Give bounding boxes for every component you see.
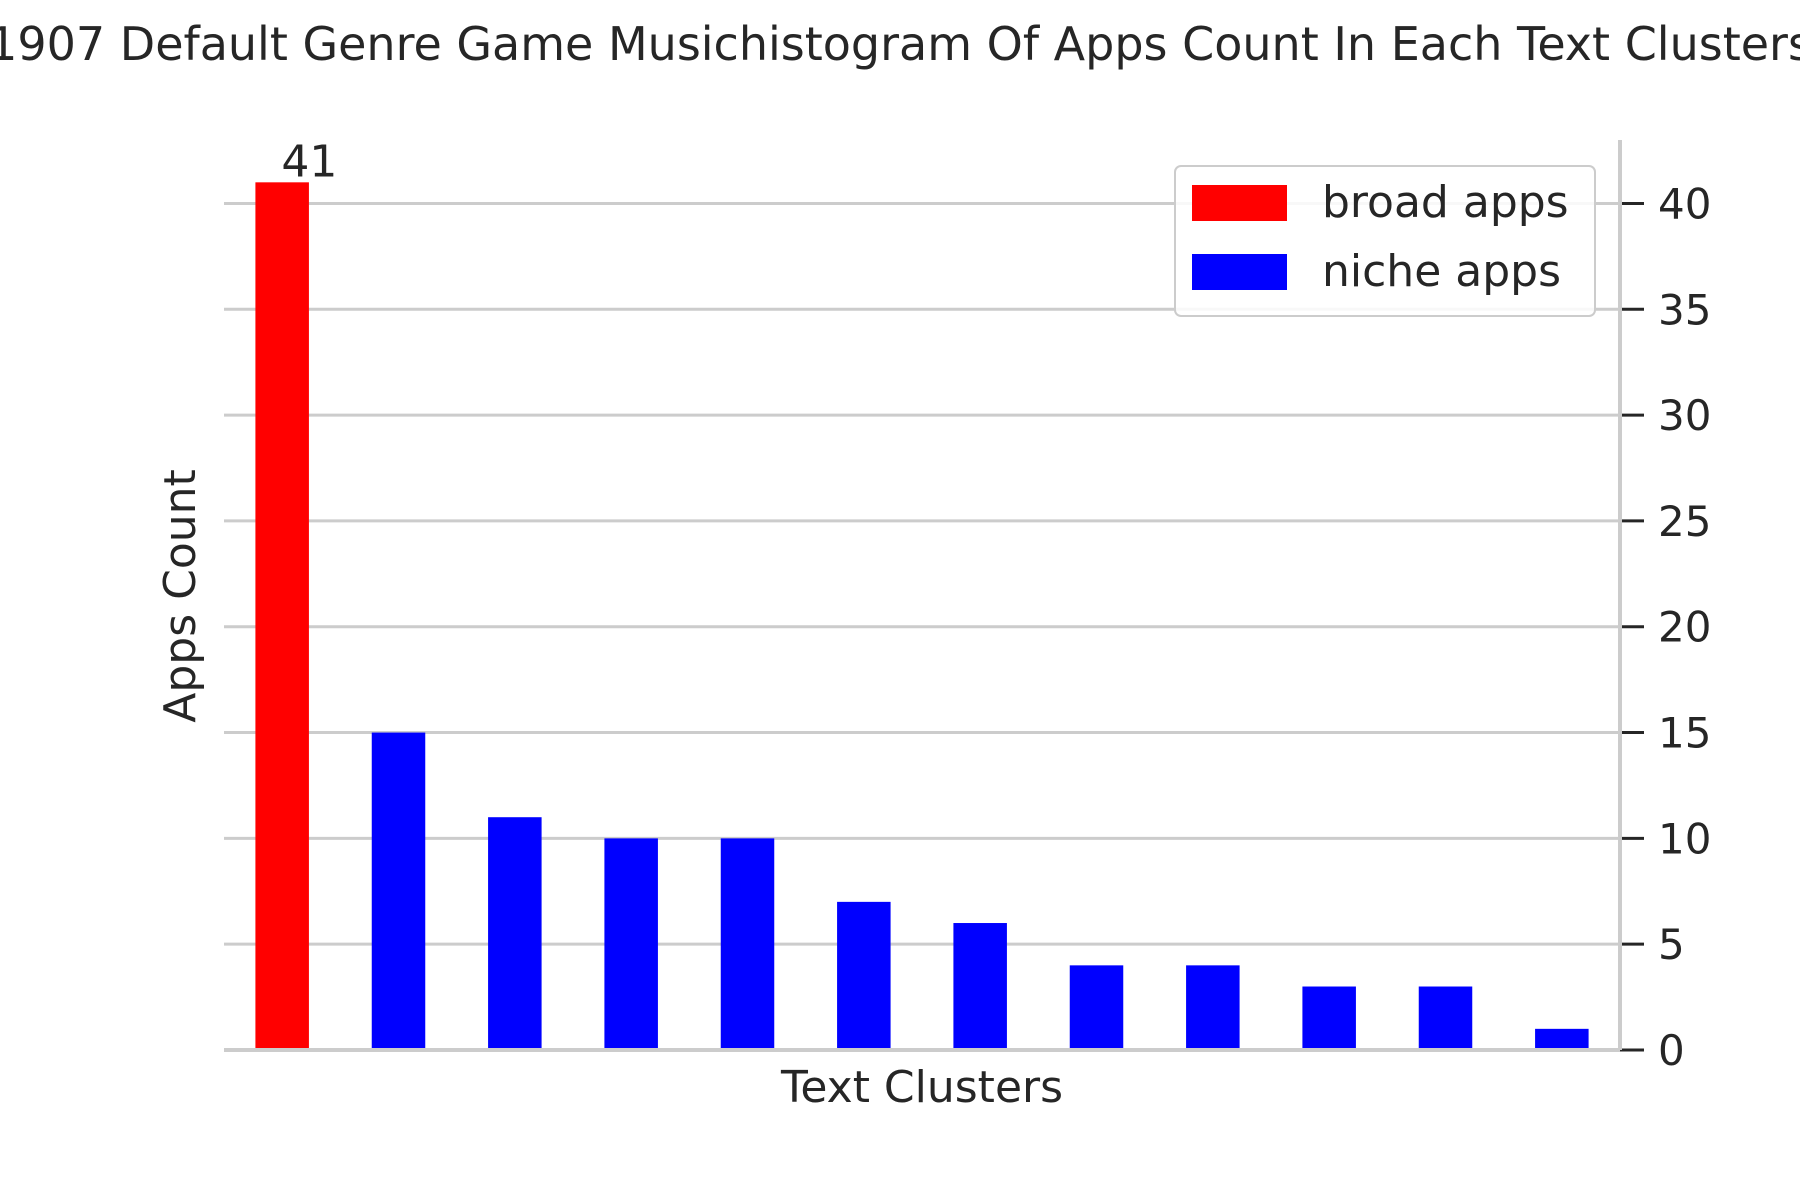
- bar: [837, 901, 891, 1050]
- bar: [255, 182, 309, 1051]
- bar: [720, 838, 775, 1050]
- axes: 0 5 10 15 20 25 30 35 40: [224, 140, 1711, 1075]
- bar: [1302, 986, 1356, 1050]
- y-tick-label: 5: [1658, 920, 1685, 969]
- legend-label-broad-apps: broad apps: [1322, 177, 1569, 228]
- bar: [488, 817, 542, 1050]
- y-tick-label: 10: [1658, 814, 1711, 863]
- y-tick-label: 15: [1658, 709, 1711, 758]
- y-axis-label: Apps Count: [155, 469, 206, 723]
- y-tick-label: 35: [1658, 285, 1711, 334]
- y-tick-label: 25: [1658, 497, 1711, 546]
- y-tick-label: 30: [1658, 391, 1711, 440]
- bar: [604, 838, 658, 1050]
- legend: broad apps niche apps: [1174, 165, 1596, 317]
- bar: [1535, 1028, 1589, 1050]
- bar-value-label: 41: [281, 136, 337, 187]
- x-axis-label: Text Clusters: [780, 1062, 1063, 1113]
- bar: [1186, 965, 1240, 1050]
- bars: 41: [255, 136, 1589, 1051]
- bar: [371, 732, 426, 1050]
- y-tick-label: 40: [1658, 179, 1711, 228]
- y-tick-label: 0: [1658, 1026, 1685, 1075]
- grid-lines: [224, 201, 1620, 1052]
- chart-title: 1907 Default Genre Game Musichistogram O…: [0, 17, 1800, 71]
- y-tick-label: 20: [1658, 603, 1711, 652]
- legend-swatch-broad-apps: [1192, 185, 1287, 221]
- legend-label-niche-apps: niche apps: [1322, 246, 1561, 297]
- bar: [1418, 986, 1473, 1050]
- bar: [953, 923, 1007, 1050]
- legend-swatch-niche-apps: [1192, 254, 1287, 290]
- bar: [1069, 965, 1124, 1050]
